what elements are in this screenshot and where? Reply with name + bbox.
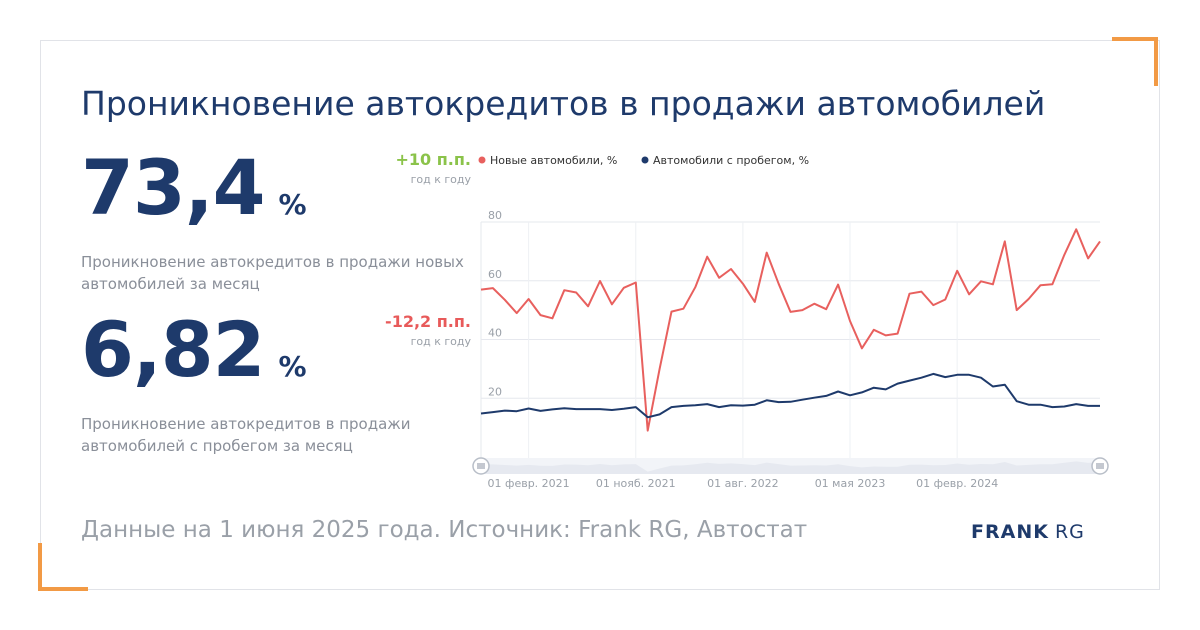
- kpi-value-block: 73,4%: [81, 150, 471, 243]
- x-tick-label: 01 февр. 2024: [916, 477, 998, 490]
- kpi-unit: %: [278, 350, 307, 383]
- x-tick-label: 01 нояб. 2021: [596, 477, 676, 490]
- legend-label: Автомобили с пробегом, %: [653, 154, 809, 167]
- kpi-description: Проникновение автокредитов в продажи нов…: [81, 253, 464, 293]
- y-tick-label: 20: [488, 385, 502, 398]
- series-line-used-cars: [480, 372, 1100, 419]
- infographic-card: [40, 40, 1160, 590]
- legend-label: Новые автомобили, %: [490, 154, 617, 167]
- kpi-unit: %: [278, 188, 307, 221]
- kpi-used-cars: 6,82% Проникновение автокредитов в прода…: [81, 312, 471, 457]
- x-tick-label: 01 авг. 2022: [707, 477, 778, 490]
- kpi-description: Проникновение автокредитов в продажи авт…: [81, 415, 411, 455]
- series-line-new-cars: [480, 228, 1101, 432]
- chart-legend: Новые автомобили, % Автомобили с пробегом…: [478, 154, 810, 167]
- frank-rg-logo: FRANK RG: [971, 521, 1085, 543]
- y-tick-label: 60: [488, 268, 502, 281]
- kpi-value: 73,4: [81, 143, 266, 232]
- legend-marker: [641, 156, 649, 164]
- legend-item-new-cars[interactable]: Новые автомобили, %: [478, 154, 618, 167]
- plot-area: [480, 228, 1101, 432]
- legend-marker: [478, 156, 486, 164]
- kpi-value-block: 6,82%: [81, 312, 471, 405]
- navigator-preview-area: [481, 461, 1100, 474]
- kpi-delta-value: +10 п.п.: [395, 150, 471, 169]
- y-axis: 80 60 40 20: [488, 209, 502, 398]
- chart-navigator[interactable]: [472, 457, 1109, 475]
- kpi-delta-period: год к году: [410, 335, 471, 348]
- legend-item-used-cars[interactable]: Автомобили с пробегом, %: [641, 154, 810, 167]
- kpi-delta: -12,2 п.п. год к году: [385, 312, 471, 348]
- x-axis: 01 февр. 2021 01 нояб. 2021 01 авг. 2022 01…: [488, 477, 999, 490]
- kpi-new-cars: 73,4% Проникновение автокредитов в прода…: [81, 150, 471, 295]
- line-chart: Новые автомобили, % Автомобили с пробегом…: [472, 154, 1109, 490]
- x-tick-label: 01 февр. 2021: [488, 477, 570, 490]
- corner-accent-bottom-left: [38, 543, 88, 591]
- navigator-handle-left[interactable]: [472, 457, 490, 475]
- y-tick-label: 40: [488, 327, 502, 340]
- corner-accent-top-right: [1112, 37, 1158, 86]
- source-note: Данные на 1 июня 2025 года. Источник: Fr…: [81, 517, 808, 543]
- kpi-delta-period: год к году: [410, 173, 471, 186]
- kpi-value: 6,82: [81, 305, 266, 394]
- page-title: Проникновение автокредитов в продажи авт…: [81, 84, 1046, 123]
- kpi-delta: +10 п.п. год к году: [395, 150, 471, 186]
- y-tick-label: 80: [488, 209, 502, 222]
- x-tick-label: 01 мая 2023: [815, 477, 886, 490]
- chart-grid: [480, 221, 1100, 463]
- kpi-delta-value: -12,2 п.п.: [385, 312, 471, 331]
- navigator-handle-right[interactable]: [1091, 457, 1109, 475]
